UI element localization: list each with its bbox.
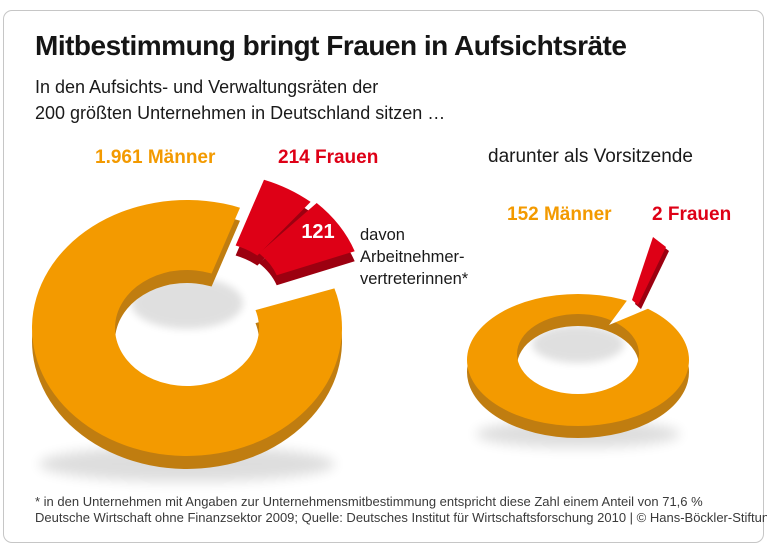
right-men-label: 152 Männer [507, 204, 612, 225]
footnote-line: * in den Unternehmen mit Angaben zur Unt… [35, 494, 703, 509]
left-women-label: 214 Frauen [278, 147, 379, 168]
page-subtitle: In den Aufsichts- und Verwaltungsräten d… [35, 77, 446, 123]
right-donut-chart [467, 237, 689, 448]
left-donut-inner-value: 121 [301, 221, 334, 243]
left-donut-chart: 121 [31, 179, 355, 482]
right-donut-women-sliver [632, 237, 666, 305]
right-donut-hole-shadow [532, 325, 624, 363]
left-donut-reps-wedge-top [259, 203, 355, 276]
page-title: Mitbestimmung bringt Frauen in Aufsichts… [35, 30, 627, 61]
left-men-label: 1.961 Männer [95, 147, 216, 168]
left-donut-men-slice [31, 199, 342, 456]
source-line: Deutsche Wirtschaft ohne Finanzsektor 20… [35, 510, 767, 525]
left-donut-women-wedge-top [235, 179, 311, 256]
right-donut-men-slice [467, 294, 689, 426]
left-donut-reps-wedge [259, 203, 355, 286]
employee-reps-annotation: davon Arbeitnehmer- vertreterinnen* [360, 226, 469, 288]
right-women-label: 2 Frauen [652, 204, 732, 225]
right-chart-heading: darunter als Vorsitzende [488, 146, 693, 167]
left-donut-women-wedge [235, 179, 311, 266]
left-donut-hole-shadow [131, 277, 243, 329]
